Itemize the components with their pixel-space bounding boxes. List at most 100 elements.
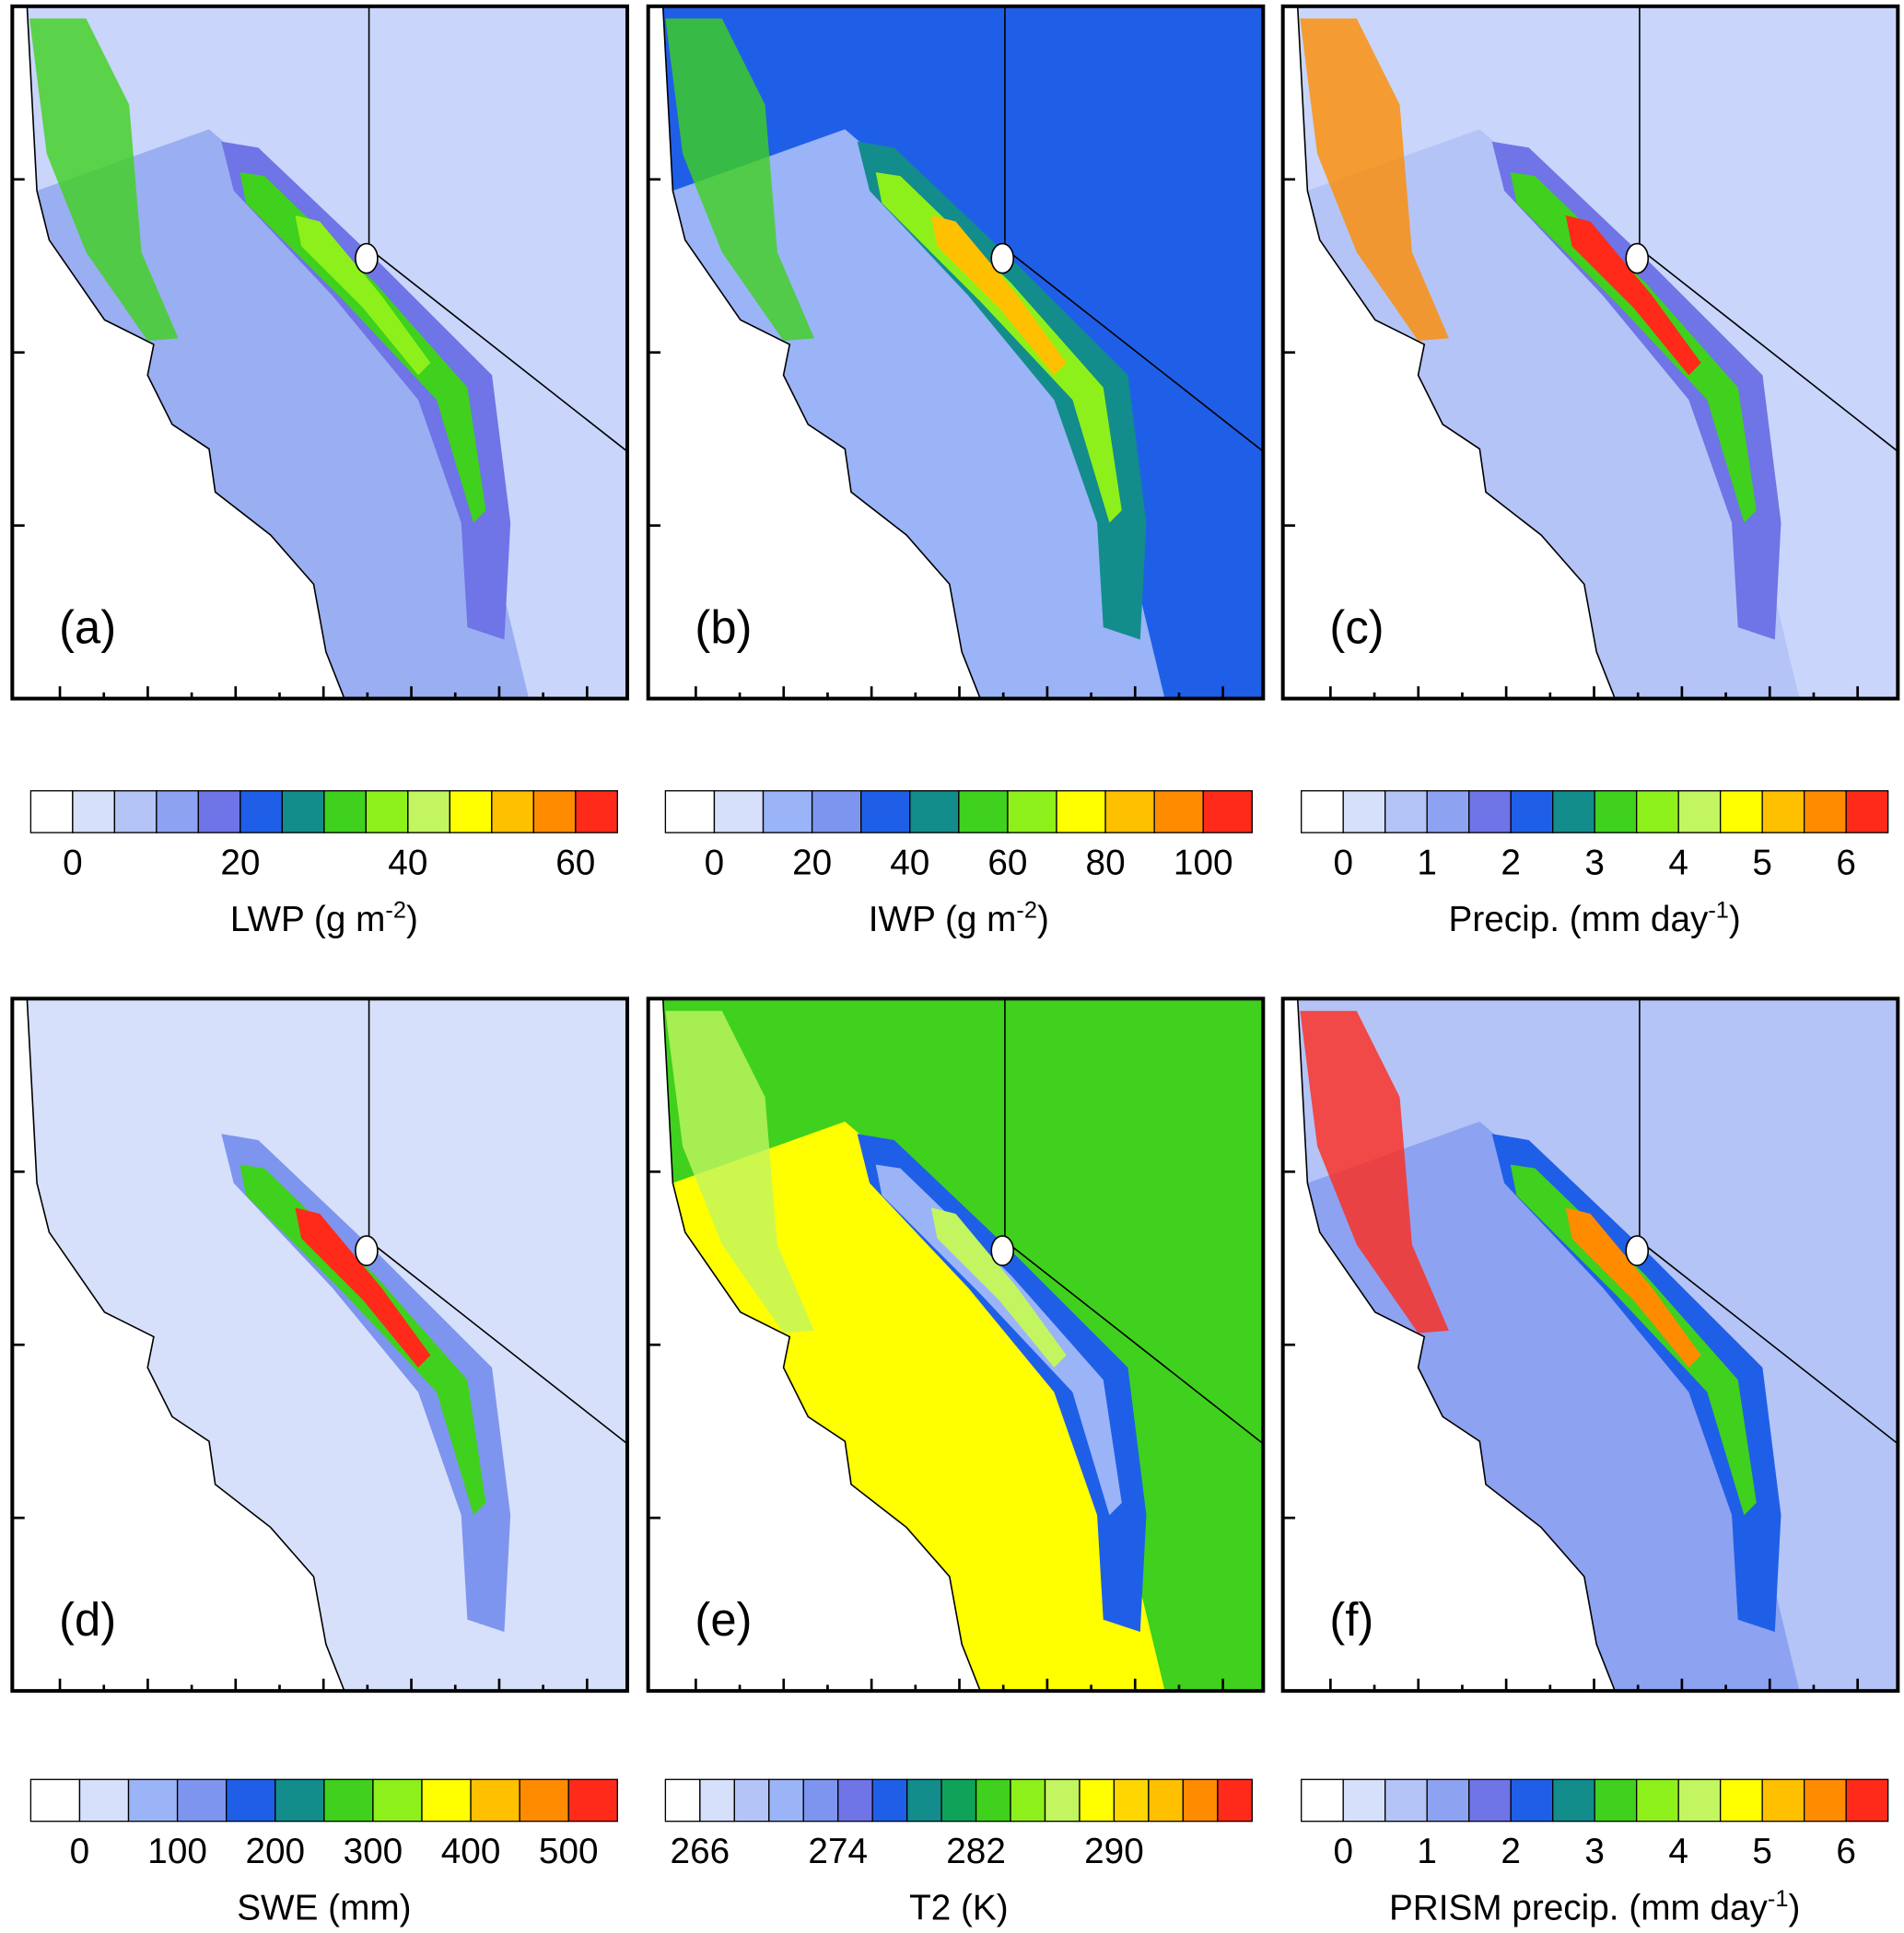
colorbar-tick-label: 200 (245, 1832, 305, 1871)
colorbar-box (29, 1778, 81, 1822)
map-panel: (a) (10, 4, 629, 701)
mountain-band (930, 1207, 1067, 1368)
superscript: -2 (385, 897, 406, 923)
colorbar-box (1594, 1778, 1638, 1822)
lake (355, 1235, 379, 1266)
coastline (26, 6, 345, 699)
colorbar-box (567, 1778, 618, 1822)
colorbar-box (449, 790, 493, 833)
colorbar-box (1636, 1778, 1679, 1822)
mountain-band (1565, 215, 1701, 376)
colorbar-tick-label: 80 (1086, 844, 1126, 883)
colorbar-box (733, 1778, 770, 1822)
colorbar-box (1719, 790, 1763, 833)
colorbar-box (975, 1778, 1011, 1822)
colorbar: 0 100 200 300 400 500 SWE (mm) (29, 1778, 618, 1928)
coastline (26, 998, 345, 1692)
mountain-band (239, 172, 486, 523)
colorbar-box (871, 1778, 908, 1822)
colorbar-box (281, 790, 325, 833)
colorbar-box (905, 1778, 942, 1822)
colorbar-box (811, 790, 862, 833)
colorbar-box (802, 1778, 839, 1822)
colorbar-box (1301, 1778, 1344, 1822)
map-panel: (d) (10, 996, 629, 1694)
colorbar-box (1468, 1778, 1512, 1822)
colorbar-box (127, 1778, 179, 1822)
mountain-band (295, 1207, 431, 1368)
colorbar-box (156, 790, 200, 833)
colorbar-tick-label: 1 (1417, 844, 1437, 883)
colorbar-tick-label: 60 (555, 844, 595, 883)
mountain-band (1565, 1207, 1701, 1368)
colorbar-box (1719, 1778, 1763, 1822)
colorbar-box (713, 790, 765, 833)
colorbar-box (72, 790, 116, 833)
colorbar-box (226, 1778, 276, 1822)
ocean (648, 998, 981, 1692)
ocean (1282, 998, 1616, 1692)
colorbar-box (1007, 790, 1057, 833)
colorbar-box (1761, 1778, 1805, 1822)
colorbar-box (1677, 1778, 1722, 1822)
colorbar-tick-label: 3 (1584, 1832, 1605, 1871)
title-text: ) (1788, 1889, 1800, 1928)
colorbar-tick-label: 0 (63, 844, 83, 883)
colorbar-box (768, 1778, 804, 1822)
colorbar-box (407, 790, 450, 833)
colorbar-tick-label: 0 (70, 1832, 90, 1871)
colorbar-tick-label: 282 (946, 1832, 1006, 1871)
panel-label: (a) (59, 600, 116, 653)
colorbar-tick-label: 20 (792, 844, 832, 883)
title-text: T2 (K) (909, 1889, 1009, 1928)
colorbar-box (1202, 790, 1253, 833)
colorbar-box (1468, 790, 1512, 833)
colorbar-tick-label: 100 (1174, 844, 1233, 883)
superscript: -2 (1016, 897, 1037, 923)
colorbar-tick-label: 300 (344, 1832, 403, 1871)
panel-label: (f) (1329, 1593, 1373, 1646)
map-panel: (f) (1280, 996, 1900, 1694)
colorbar-box (664, 1778, 701, 1822)
map-panel: (e) (646, 996, 1266, 1694)
colorbar-box (372, 1778, 423, 1822)
colorbar-box (664, 790, 716, 833)
ocean (648, 6, 981, 699)
colorbar-tick-label: 5 (1752, 1832, 1772, 1871)
colorbar-box (1182, 1778, 1219, 1822)
colorbar-box (1510, 790, 1554, 833)
colorbar-box (1845, 1778, 1889, 1822)
coastline (1296, 998, 1616, 1692)
colorbar-title: IWP (g m-2) (869, 897, 1049, 939)
colorbar-box (1153, 790, 1204, 833)
title-text: ) (1729, 900, 1741, 939)
colorbar-box (958, 790, 1009, 833)
coastline (1296, 6, 1616, 699)
colorbar-tick-label: 0 (1333, 1832, 1353, 1871)
colorbar-tick-label: 290 (1084, 1832, 1144, 1871)
colorbar-tick-label: 40 (388, 844, 427, 883)
land-region (1307, 129, 1800, 699)
mountain-band (875, 172, 1122, 523)
colorbar-box (762, 790, 813, 833)
coastal-range (665, 18, 814, 342)
colorbar-box (1044, 1778, 1080, 1822)
colorbar-tick-label: 3 (1584, 844, 1605, 883)
colorbar-box (470, 1778, 520, 1822)
colorbar-box (1594, 790, 1638, 833)
colorbar-tick-label: 0 (1333, 844, 1353, 883)
panel-label: (c) (1329, 600, 1384, 653)
title-text: LWP (g m (230, 900, 386, 939)
colorbar-box (323, 1778, 374, 1822)
map-panel: (b) (646, 4, 1266, 701)
title-text: Precip. (mm day (1449, 900, 1709, 939)
colorbar: 0 20 40 60 LWP (g m-2) (29, 790, 618, 939)
colorbar-tick-label: 6 (1836, 844, 1856, 883)
colorbar-tick-label: 500 (539, 1832, 599, 1871)
colorbar-box (1552, 790, 1595, 833)
colorbar-tick-label: 1 (1417, 1832, 1437, 1871)
lake (355, 242, 379, 274)
colorbar-box (860, 790, 911, 833)
colorbar-box (1510, 1778, 1554, 1822)
panel-label: (e) (695, 1593, 752, 1646)
